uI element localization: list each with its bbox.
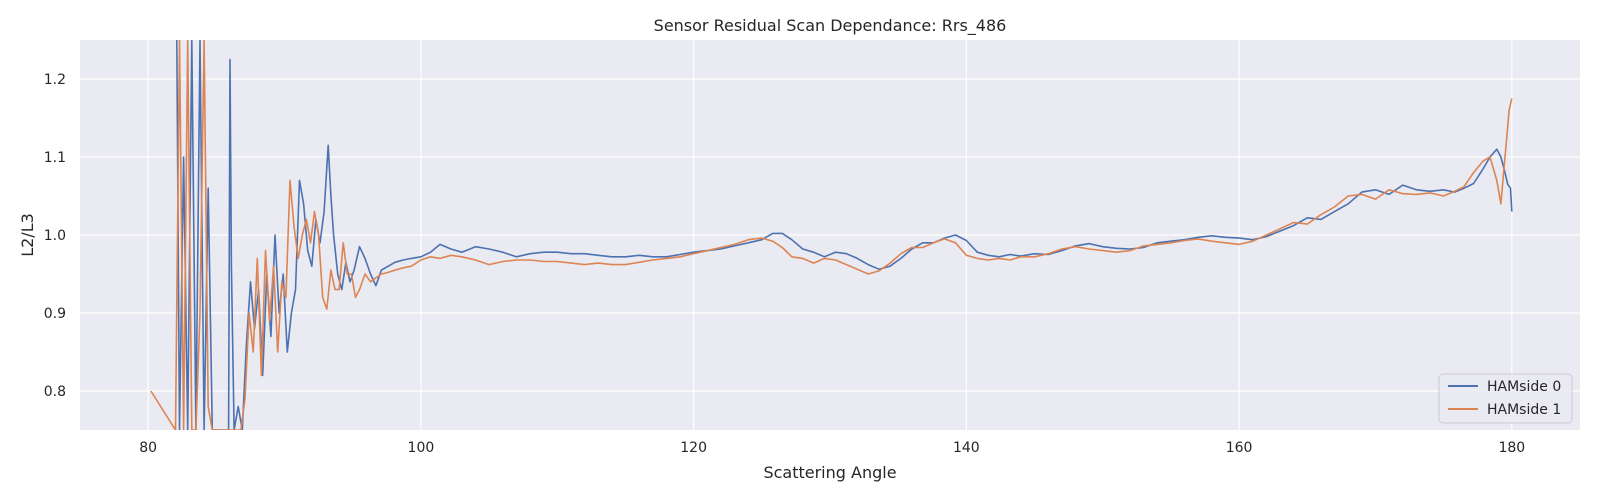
x-tick-label: 160 <box>1226 440 1253 456</box>
y-tick-label: 1.2 <box>44 72 66 88</box>
series-lines <box>150 40 1513 430</box>
legend-label-hamside-1: HAMside 1 <box>1487 402 1561 418</box>
y-tick-label: 0.8 <box>44 384 66 400</box>
tick-labels: 80 100 120 140 160 180 0.8 0.9 1.0 1.1 1.2 <box>44 72 1525 456</box>
chart-title: Sensor Residual Scan Dependance: Rrs_486 <box>654 16 1007 36</box>
x-tick-label: 120 <box>680 440 707 456</box>
y-axis-label: L2/L3 <box>18 213 37 257</box>
x-tick-label: 100 <box>408 440 435 456</box>
series-line-hamside-1 <box>150 40 1513 430</box>
y-tick-label: 1.0 <box>44 228 66 244</box>
x-tick-label: 140 <box>953 440 980 456</box>
y-tick-label: 1.1 <box>44 150 66 166</box>
x-tick-label: 180 <box>1498 440 1525 456</box>
legend-label-hamside-0: HAMside 0 <box>1487 379 1561 395</box>
x-tick-label: 80 <box>139 440 157 456</box>
x-axis-label: Scattering Angle <box>763 463 896 482</box>
grid-lines <box>80 40 1580 430</box>
y-tick-label: 0.9 <box>44 306 66 322</box>
legend: HAMside 0 HAMside 1 <box>1438 373 1573 424</box>
